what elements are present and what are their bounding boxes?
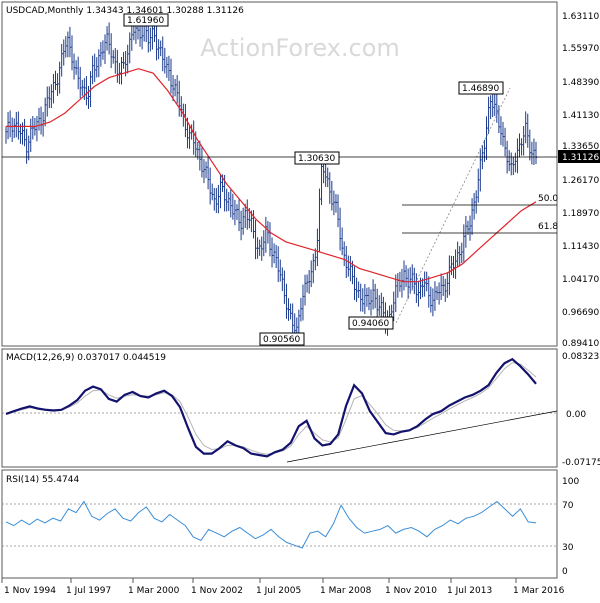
macd-current-box (558, 407, 600, 420)
rsi-panel-frame (1, 469, 558, 579)
price-tick: 1.55970 (562, 44, 599, 54)
price-tick: 1.18970 (562, 209, 599, 219)
rsi-line (5, 500, 537, 549)
x-label: 1 Jul 1997 (66, 586, 111, 596)
x-label: 1 Nov 2002 (191, 586, 243, 596)
x-label: 1 Mar 2016 (513, 586, 565, 596)
price-tick: 1.11430 (562, 242, 599, 252)
rsi-panel-header: RSI(14) 55.4744 (6, 475, 79, 485)
x-label: 1 Jul 2013 (447, 586, 492, 596)
macd-tick: 0.083235 (562, 352, 600, 362)
x-axis: 1 Nov 1994 1 Jul 1997 1 Mar 2000 1 Nov 2… (1, 578, 565, 596)
annotation-low-2007: 0.90560 (263, 335, 300, 345)
annotation-box-1 (123, 13, 169, 27)
fib-50-label: 50.0 (538, 194, 558, 204)
macd-panel: MACD(12,26,9) 0.037017 0.044519 0.083235… (1, 348, 600, 468)
rsi-panel: RSI(14) 55.4744 100 70 30 0 (1, 469, 579, 579)
annotation-box-5 (348, 316, 394, 330)
trend-dashed-line (395, 87, 511, 324)
annotation-high-2009: 1.30630 (298, 154, 335, 164)
price-tick: 1.04170 (562, 275, 599, 285)
rsi-tick: 30 (562, 543, 574, 553)
price-tick: 0.89410 (562, 339, 599, 349)
annotation-box-3 (458, 81, 504, 95)
x-label: 1 Mar 2000 (128, 586, 180, 596)
rsi-tick: 100 (562, 477, 579, 487)
annotation-high-1996: 1.61960 (127, 16, 164, 26)
price-panel-header: USDCAD,Monthly 1.34343 1.34601 1.30288 1… (6, 6, 244, 16)
annotation-high-2016: 1.46890 (462, 84, 499, 94)
moving-average-line (6, 68, 537, 283)
macd-current-label: 0.00 (566, 410, 586, 420)
price-tick: 1.48390 (562, 78, 599, 88)
price-tick: 1.33650 (562, 142, 599, 152)
current-price-label: 1.31126 (562, 153, 599, 163)
macd-panel-frame (1, 348, 558, 468)
macd-main-line (5, 357, 537, 458)
annotation-low-2011: 0.94060 (352, 319, 389, 329)
x-label: 1 Jul 2005 (256, 586, 301, 596)
macd-tick: -0.071752 (562, 458, 600, 468)
price-tick: 1.41130 (562, 111, 599, 121)
price-panel: ActionForex.com USDCAD,Monthly 1.34343 1… (1, 1, 600, 349)
x-label: 1 Nov 2010 (385, 586, 437, 596)
x-label: 1 Nov 1994 (4, 586, 56, 596)
rsi-tick: 0 (562, 567, 568, 577)
watermark: ActionForex.com (200, 34, 400, 62)
x-label: 1 Mar 2008 (320, 586, 372, 596)
price-y-axis: 1.63110 1.55970 1.48390 1.41130 1.33650 … (562, 12, 599, 349)
current-price-box (558, 150, 600, 163)
rsi-tick: 70 (562, 501, 574, 511)
price-tick: 0.96690 (562, 308, 599, 318)
macd-trend-line (286, 410, 558, 463)
fib-618-label: 61.8 (538, 222, 558, 232)
annotation-box-4 (259, 332, 305, 346)
price-bars (5, 15, 538, 341)
price-tick: 1.26170 (562, 176, 599, 186)
annotation-box-2 (294, 151, 340, 165)
macd-panel-header: MACD(12,26,9) 0.037017 0.044519 (6, 353, 166, 363)
price-tick: 1.63110 (562, 12, 599, 22)
